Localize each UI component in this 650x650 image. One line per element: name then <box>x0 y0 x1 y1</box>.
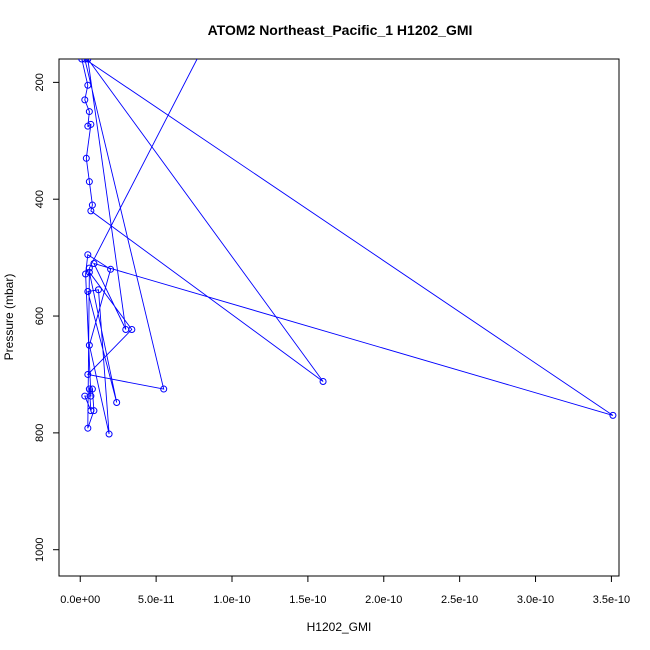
y-axis-label: Pressure (mbar) <box>2 274 16 361</box>
data-point <box>78 59 86 63</box>
x-tick-label: 1.0e-10 <box>213 594 250 606</box>
x-tick-label: 3.5e-10 <box>593 594 630 606</box>
data-point <box>319 377 327 385</box>
series-layer <box>78 59 617 438</box>
data-point <box>81 96 89 104</box>
data-point <box>90 407 98 415</box>
data-point <box>107 265 115 273</box>
y-tick-label: 800 <box>34 424 46 442</box>
data-point <box>85 178 93 186</box>
data-point <box>85 385 93 393</box>
data-point <box>85 264 93 272</box>
data-point <box>105 430 113 438</box>
series-line <box>81 59 614 435</box>
data-point <box>160 385 168 393</box>
data-point <box>84 370 92 378</box>
data-point <box>609 411 617 419</box>
data-point <box>82 270 90 278</box>
chart-title: ATOM2 Northeast_Pacific_1 H1202_GMI <box>208 22 473 38</box>
y-axis: 200 400 600 800 1000 <box>34 73 60 562</box>
data-point <box>87 392 95 400</box>
x-tick-label: 2.0e-10 <box>365 594 402 606</box>
x-tick-label: 0.0e+00 <box>60 594 100 606</box>
plot-frame <box>58 58 620 577</box>
data-point <box>84 81 92 89</box>
y-tick-label: 200 <box>34 73 46 91</box>
data-point <box>84 59 92 63</box>
data-point <box>128 325 136 333</box>
data-point <box>87 407 95 415</box>
data-point <box>94 286 102 294</box>
data-point <box>84 288 92 296</box>
data-point <box>90 259 98 267</box>
x-tick-label: 5.0e-11 <box>138 594 175 606</box>
data-point <box>82 154 90 162</box>
x-tick-label: 1.5e-10 <box>289 594 326 606</box>
data-point <box>84 251 92 259</box>
x-tick-label: 2.5e-10 <box>441 594 478 606</box>
data-point <box>87 207 95 215</box>
data-point <box>88 385 96 393</box>
data-point <box>81 59 89 63</box>
x-axis-label: H1202_GMI <box>307 620 372 634</box>
data-point <box>85 108 93 116</box>
x-tick-label: 3.0e-10 <box>517 594 554 606</box>
data-point <box>87 120 95 128</box>
y-tick-label: 600 <box>34 307 46 325</box>
x-axis: 0.0e+00 5.0e-11 1.0e-10 1.5e-10 2.0e-10 2.5e-… <box>60 575 630 606</box>
y-tick-label: 400 <box>34 190 46 208</box>
plot-clip <box>78 59 617 438</box>
data-point <box>84 424 92 432</box>
data-point <box>113 398 121 406</box>
data-point <box>85 341 93 349</box>
data-point <box>85 268 93 276</box>
y-tick-label: 1000 <box>34 537 46 561</box>
